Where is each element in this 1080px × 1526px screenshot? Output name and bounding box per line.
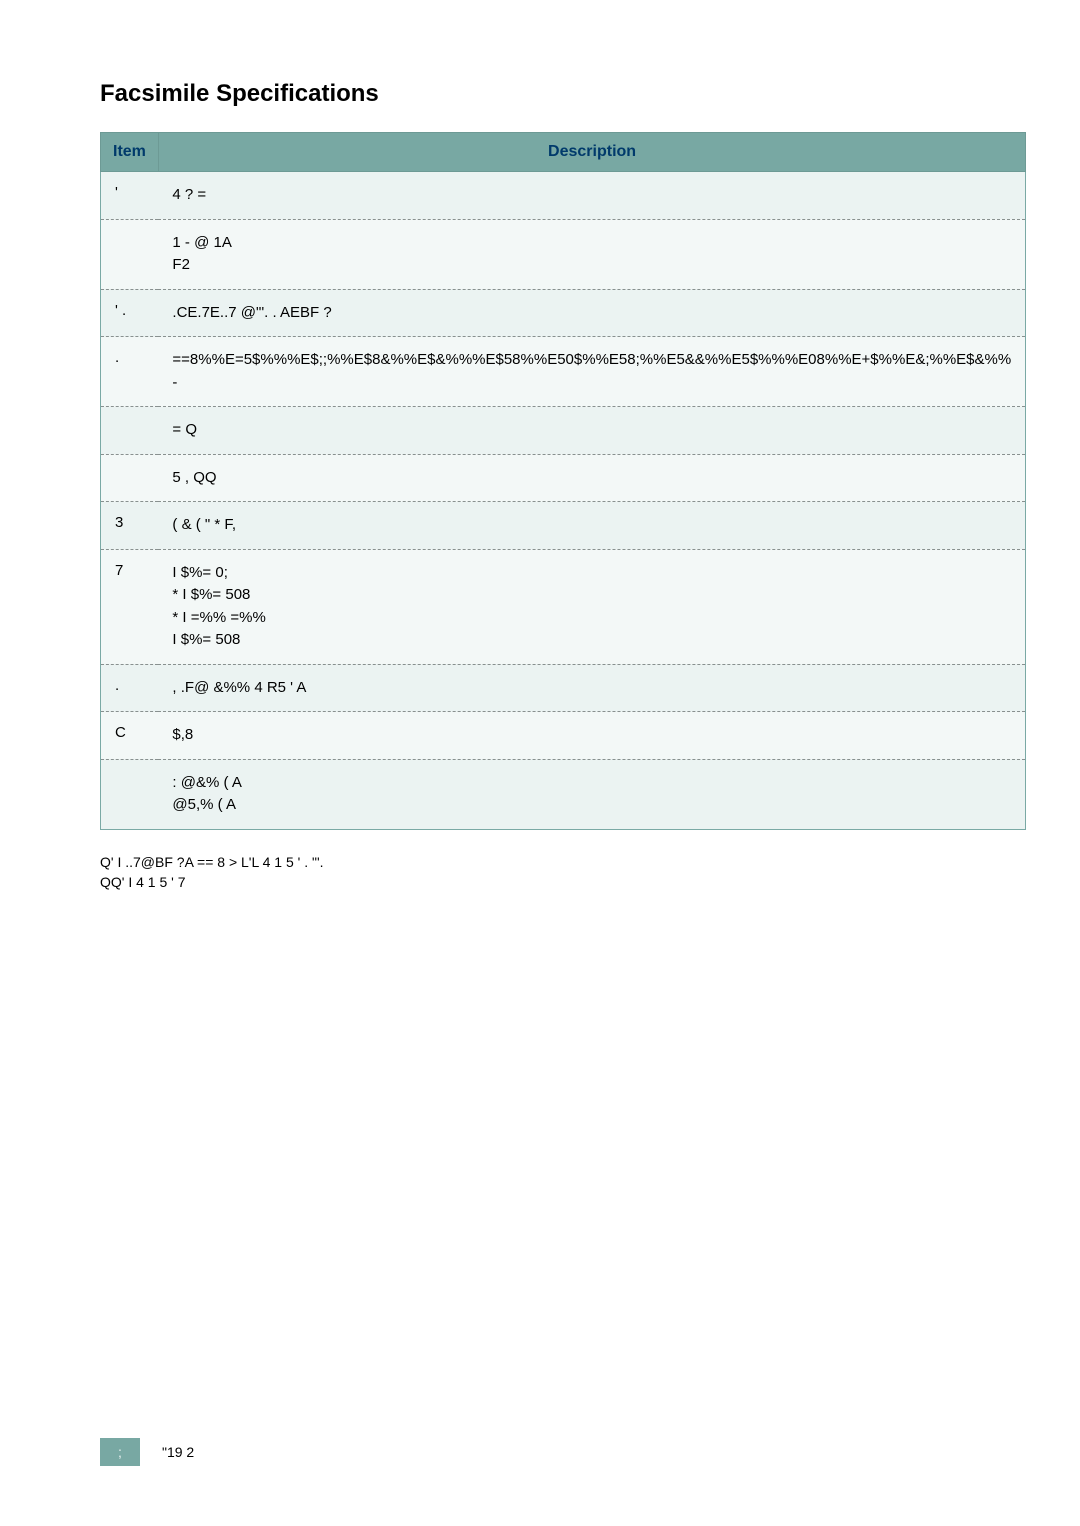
cell-desc: 1 - @ 1A F2 [158, 219, 1025, 289]
footnotes: Q' I ..7@BF ?A == 8 > L'L 4 1 5 ' . "'. … [100, 852, 980, 893]
cell-item [101, 759, 159, 829]
table-header-row: Item Description [101, 133, 1026, 172]
cell-item: ' [101, 172, 159, 220]
cell-desc: ( & ( " * F, [158, 502, 1025, 550]
page-number-badge: ; [100, 1438, 140, 1466]
cell-item [101, 407, 159, 455]
table-row: '4 ? = [101, 172, 1026, 220]
cell-item [101, 454, 159, 502]
table-row: 3( & ( " * F, [101, 502, 1026, 550]
cell-desc: ==8%%E=5$%%%E$;;%%E$8&%%E$&%%%E$58%%E50$… [158, 337, 1025, 407]
cell-item [101, 219, 159, 289]
cell-desc: $,8 [158, 712, 1025, 760]
page-title: Facsimile Specifications [100, 80, 980, 108]
table-row: ' ..CE.7E..7 @"'. . AEBF ? [101, 289, 1026, 337]
table-body: '4 ? = 1 - @ 1A F2 ' ..CE.7E..7 @"'. . A… [101, 172, 1026, 830]
table-row: C$,8 [101, 712, 1026, 760]
cell-desc: 5 , QQ [158, 454, 1025, 502]
table-row: = Q [101, 407, 1026, 455]
spec-table: Item Description '4 ? = 1 - @ 1A F2 ' ..… [100, 132, 1026, 830]
page-footer-text: "19 2 [162, 1444, 194, 1460]
cell-desc: , .F@ &%% 4 R5 ' A [158, 664, 1025, 712]
cell-item: . [101, 664, 159, 712]
col-header-item: Item [101, 133, 159, 172]
table-row: 5 , QQ [101, 454, 1026, 502]
table-row: ., .F@ &%% 4 R5 ' A [101, 664, 1026, 712]
cell-item: . [101, 337, 159, 407]
table-row: 1 - @ 1A F2 [101, 219, 1026, 289]
cell-item: ' . [101, 289, 159, 337]
cell-desc: I $%= 0; * I $%= 508 * I =%% =%% I $%= 5… [158, 549, 1025, 664]
col-header-desc: Description [158, 133, 1025, 172]
table-row: 7 I $%= 0; * I $%= 508 * I =%% =%% I $%=… [101, 549, 1026, 664]
cell-desc: .CE.7E..7 @"'. . AEBF ? [158, 289, 1025, 337]
table-row: : @&% ( A @5,% ( A [101, 759, 1026, 829]
cell-desc: : @&% ( A @5,% ( A [158, 759, 1025, 829]
cell-desc: 4 ? = [158, 172, 1025, 220]
page: Facsimile Specifications Item Descriptio… [0, 0, 1080, 892]
cell-desc: = Q [158, 407, 1025, 455]
cell-item: C [101, 712, 159, 760]
cell-item: 3 [101, 502, 159, 550]
cell-item: 7 [101, 549, 159, 664]
page-footer: ; "19 2 [100, 1438, 194, 1466]
table-row: .==8%%E=5$%%%E$;;%%E$8&%%E$&%%%E$58%%E50… [101, 337, 1026, 407]
